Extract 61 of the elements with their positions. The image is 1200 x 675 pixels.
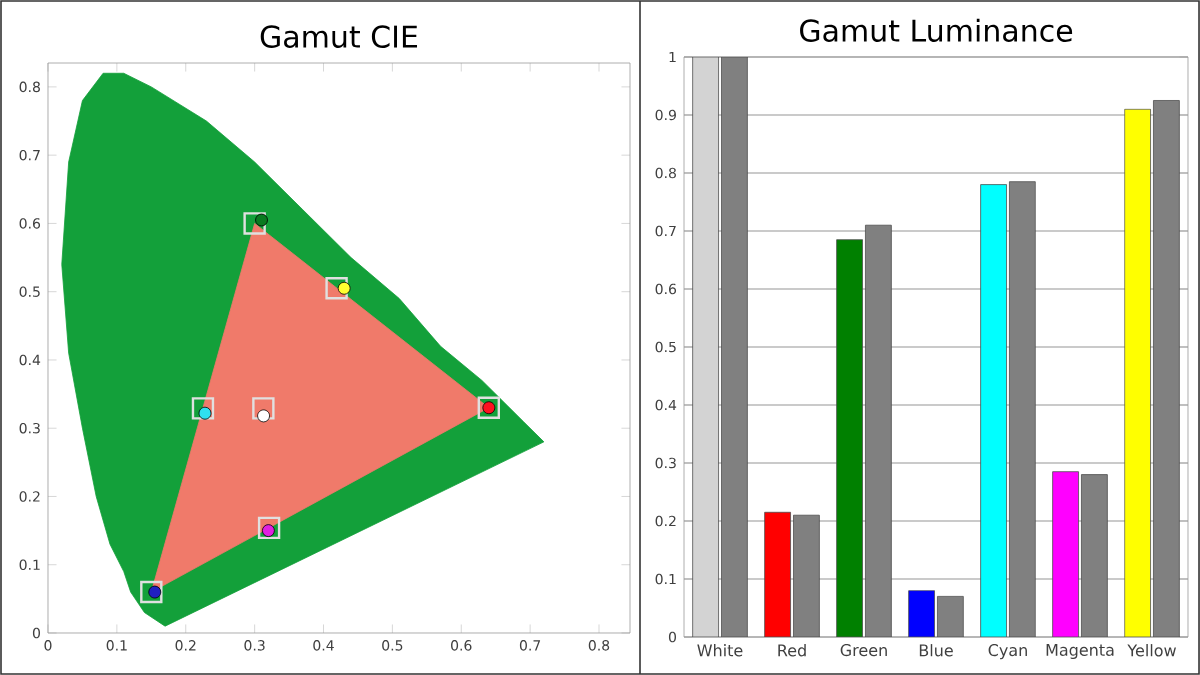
x-tick-label: 0.5 (382, 640, 403, 651)
y-tick-label: 0.3 (19, 422, 40, 434)
point (198, 406, 212, 420)
x-tick-label: Green (840, 644, 887, 657)
x-tick-label: 0.6 (451, 640, 472, 651)
bar (1009, 181, 1036, 637)
x-tick-label: 0.2 (175, 640, 196, 651)
y-tick-label: 0 (32, 627, 40, 639)
chart-title: Gamut Luminance (800, 18, 1073, 42)
point (255, 213, 268, 227)
x-tick-label: 0.4 (313, 640, 334, 651)
x-tick-label: 0.7 (519, 640, 541, 651)
x-tick-label: 0.8 (588, 640, 610, 651)
x-tick-label: Blue (919, 644, 953, 657)
point (337, 281, 351, 295)
y-tick-label: 0.1 (19, 559, 40, 571)
bar (793, 514, 820, 637)
chart-title: Gamut CIE (260, 25, 418, 48)
y-tick-label: 0.4 (655, 399, 677, 411)
x-tick-label: 0.1 (106, 640, 127, 651)
point (252, 397, 275, 420)
x-tick-label: Yellow (1127, 644, 1176, 657)
y-tick-label: 0.7 (655, 225, 676, 237)
y-tick-label: 0.5 (19, 286, 40, 297)
y-tick-label: 0.3 (655, 457, 676, 469)
bar (836, 239, 863, 637)
x-tick-label: White (697, 644, 743, 657)
point (477, 396, 501, 419)
y-tick-label: 0.7 (19, 149, 40, 161)
point (148, 585, 162, 599)
point (257, 516, 281, 540)
bar (721, 56, 748, 637)
point (482, 401, 496, 415)
y-tick-label: 1 (669, 51, 676, 63)
y-tick-label: 0.8 (655, 167, 676, 179)
y-tick-label: 0.2 (655, 515, 676, 527)
point (325, 277, 348, 300)
y-tick-label: 0.6 (19, 218, 41, 229)
point (262, 524, 275, 537)
point (140, 580, 163, 604)
bar (908, 590, 935, 637)
y-tick-label: 0.2 (19, 491, 40, 502)
y-tick-label: 0.5 (655, 341, 676, 353)
point (243, 212, 266, 235)
bar (1124, 108, 1151, 637)
bar (1052, 471, 1079, 637)
y-tick-label: 0 (668, 631, 676, 643)
y-tick-label: 0.9 (655, 109, 676, 121)
y-tick-label: 0.6 (655, 283, 677, 295)
y-tick-label: 0.8 (19, 81, 40, 93)
x-tick-label: 0 (44, 640, 52, 651)
x-tick-label: 0.3 (244, 640, 265, 651)
x-tick-label: Cyan (988, 644, 1027, 660)
bar (980, 184, 1007, 637)
point (191, 397, 215, 420)
x-tick-label: Magenta (1046, 644, 1114, 660)
x-tick-label: Red (778, 644, 806, 657)
bar (1081, 474, 1108, 637)
y-tick-label: 0.1 (655, 573, 676, 585)
y-tick-label: 0.4 (19, 354, 41, 366)
point (257, 409, 270, 423)
